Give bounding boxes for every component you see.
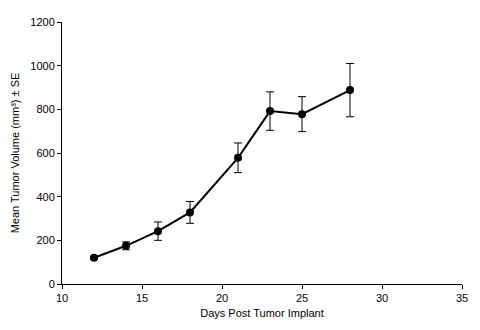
- svg-text:Days Post Tumor Implant: Days Post Tumor Implant: [200, 307, 324, 319]
- svg-text:Mean Tumor Volume (mm³) ± SE: Mean Tumor Volume (mm³) ± SE: [9, 73, 21, 234]
- svg-text:1000: 1000: [30, 60, 54, 72]
- svg-text:600: 600: [36, 147, 54, 159]
- svg-text:15: 15: [136, 292, 148, 304]
- svg-text:35: 35: [456, 292, 468, 304]
- svg-text:10: 10: [56, 292, 68, 304]
- svg-text:200: 200: [36, 234, 54, 246]
- svg-text:400: 400: [36, 191, 54, 203]
- svg-text:20: 20: [216, 292, 228, 304]
- svg-text:800: 800: [36, 103, 54, 115]
- svg-text:30: 30: [376, 292, 388, 304]
- svg-text:0: 0: [49, 278, 55, 290]
- svg-text:25: 25: [296, 292, 308, 304]
- svg-text:1200: 1200: [30, 16, 54, 28]
